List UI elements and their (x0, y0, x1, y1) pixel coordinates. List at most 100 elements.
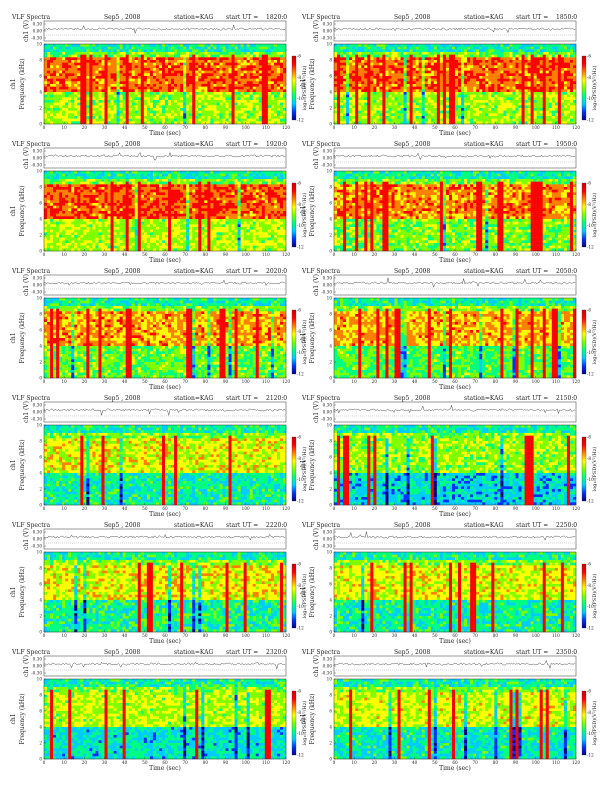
spectrogram-cell (131, 113, 135, 117)
spectrogram-cell (80, 76, 84, 79)
spectrogram-cell (424, 108, 428, 111)
spectrogram-cell (433, 70, 438, 74)
spectrogram-cell (44, 110, 48, 114)
spectrogram-cell (572, 89, 577, 93)
spectrogram-cell (62, 86, 66, 90)
spectrogram-cell (527, 110, 531, 114)
spectrogram-cell (343, 62, 347, 66)
spectrogram-cell (352, 97, 356, 101)
spectrogram-cell (421, 100, 425, 103)
spectrogram-cell (258, 100, 262, 103)
spectrogram-cell (503, 52, 507, 55)
spectrogram-cell (158, 62, 163, 66)
spectrogram-cell (424, 116, 428, 119)
spectrogram-cell (566, 76, 571, 79)
spectrogram-cell (155, 92, 160, 95)
spectrogram-cell (445, 84, 450, 87)
spectrogram-cell (143, 94, 148, 98)
spectrogram-cell (161, 113, 166, 117)
spectrogram-cell (485, 54, 489, 58)
freq-tick-label: 2 (39, 106, 42, 111)
spectrogram-cell (86, 73, 90, 77)
spectrogram-cell (343, 57, 347, 61)
spectrogram-cell (524, 102, 528, 106)
spectrogram-cell (234, 105, 238, 109)
spectrogram-cell (554, 70, 559, 74)
spectrogram-cell (337, 97, 341, 101)
spectrogram-cell (155, 76, 160, 79)
spectrogram-cell (80, 44, 84, 47)
spectrogram-cell (551, 65, 556, 69)
spectrogram-cell (470, 73, 474, 77)
spectrogram-cell (412, 44, 416, 47)
spectrogram-cell (491, 102, 495, 106)
spectrogram-cell (334, 60, 338, 63)
spectrogram-cell (183, 54, 187, 58)
spectrogram-cell (506, 105, 510, 109)
spectrogram-cell (485, 84, 489, 87)
spectrogram-cell (77, 121, 81, 125)
spectrogram-cell (343, 97, 347, 101)
spectrogram-cell (334, 68, 338, 71)
spectrogram-cell (557, 84, 562, 87)
spectrogram-cell (158, 84, 163, 87)
spectrogram-cell (569, 54, 574, 58)
spectrogram-cell (246, 92, 250, 95)
spectrogram-cell (240, 84, 244, 87)
spectrogram-cell (174, 54, 178, 58)
spectrogram-cell (158, 92, 163, 95)
spectrogram-cell (282, 78, 287, 82)
spectrogram-cell (231, 113, 235, 117)
spectrogram-cell (261, 68, 266, 71)
spectrogram-cell (83, 100, 87, 103)
spectrogram-cell (548, 118, 552, 122)
spectrogram-cell (491, 84, 495, 87)
spectrogram-cell (89, 68, 93, 71)
spectrogram-cell (343, 118, 347, 122)
spectrogram-cell (270, 102, 275, 106)
spectrogram-cell (524, 57, 528, 61)
spectrogram-cell (122, 92, 126, 95)
spectrogram-cell (557, 68, 562, 71)
spectrogram-cell (436, 94, 441, 98)
spectrogram-cell (409, 105, 413, 109)
spectrogram-cell (273, 73, 278, 77)
spectrogram-cell (527, 108, 531, 111)
spectrogram-cell (406, 118, 410, 122)
spectrogram-cell (448, 121, 453, 125)
time-tick-label: 20 (82, 125, 88, 130)
spectrogram-cell (95, 92, 99, 95)
spectrogram-cell (572, 57, 577, 61)
spectrogram-cell (273, 78, 278, 82)
spectrogram-cell (491, 76, 495, 79)
spectrogram-cell (210, 62, 214, 66)
spectrogram-cell (47, 94, 51, 98)
spectrogram-cell (521, 57, 525, 61)
spectrogram-cell (171, 65, 175, 69)
spectrogram-cell (382, 44, 386, 47)
spectrogram-cell (261, 102, 266, 106)
spectrogram-cell (349, 68, 353, 71)
spectrogram-cell (92, 65, 96, 69)
spectrogram-cell (143, 46, 148, 50)
spectrogram-cell (279, 62, 284, 66)
spectrogram-cell (192, 70, 196, 74)
spectrogram-cell (370, 105, 374, 109)
spectrogram-cell (270, 118, 275, 122)
spectrogram-cell (168, 60, 172, 63)
spectrogram-cell (340, 86, 344, 90)
spectrogram-cell (122, 78, 126, 82)
spectrogram-cell (355, 62, 359, 66)
spectrogram-cell (367, 44, 371, 47)
spectrogram-cell (554, 57, 559, 61)
spectrogram-cell (370, 84, 374, 87)
spectrogram-cell (421, 76, 425, 79)
spectrogram-cell (168, 65, 172, 69)
spectrogram-cell (92, 102, 96, 106)
spectrogram-cell (494, 60, 498, 63)
spectrogram-cell (436, 44, 441, 47)
spectrogram-cell (536, 102, 540, 106)
spectrogram-cell (379, 105, 383, 109)
spectrogram-cell (204, 78, 208, 82)
spectrogram-cell (400, 113, 404, 117)
